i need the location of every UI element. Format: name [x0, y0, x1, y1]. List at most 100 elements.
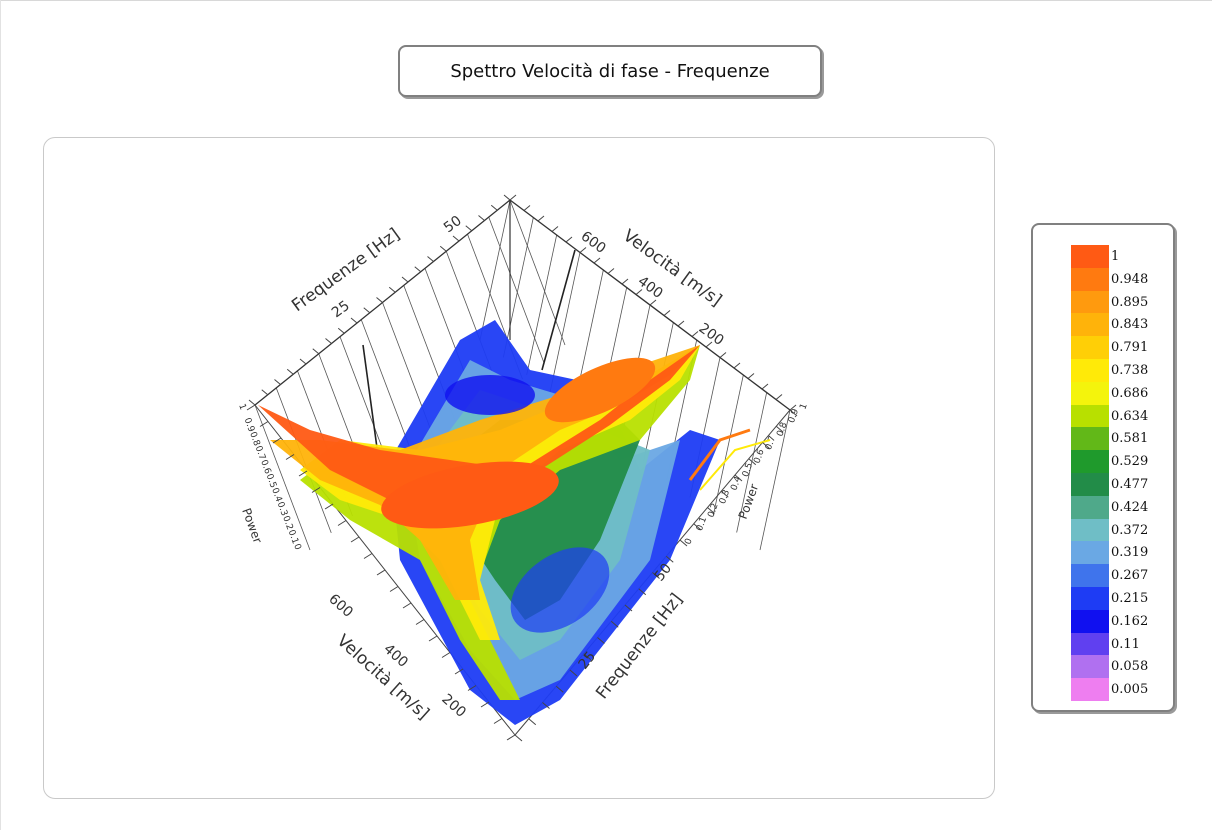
power-tick-label-left: 0.8 [247, 431, 261, 448]
vel-tick-200-top: 200 [696, 320, 727, 349]
legend-label: 0.581 [1111, 431, 1149, 447]
tick-mark [363, 553, 373, 559]
tick-mark [272, 437, 282, 444]
tick-mark [652, 572, 660, 579]
power-tick-label-right: 0.4 [729, 475, 743, 492]
tick-mark [551, 226, 559, 232]
surface-pit [445, 375, 535, 415]
legend-swatch [1071, 450, 1109, 474]
tick-mark [762, 442, 770, 449]
legend-entry: 0.634 [1033, 404, 1173, 428]
legend-label: 0.005 [1111, 682, 1149, 698]
tick-mark [363, 307, 371, 314]
power-tick-label-left: 0.1 [286, 529, 300, 546]
tick-mark [480, 701, 490, 708]
legend-swatch [1071, 404, 1109, 428]
power-tick-label-left: 0.5 [264, 473, 278, 490]
vel-tick-600-bottom: 600 [325, 591, 356, 621]
tick-mark [624, 604, 633, 612]
legend-swatch [1071, 290, 1109, 314]
legend-swatch [1071, 587, 1109, 610]
tick-mark [610, 620, 619, 628]
legend-entry: 0.005 [1033, 678, 1173, 702]
legend-swatch [1071, 609, 1109, 633]
legend-swatch [1071, 518, 1109, 542]
tick-mark [312, 348, 320, 355]
tick-mark [298, 470, 308, 477]
tick-mark [775, 394, 783, 400]
tick-mark [775, 425, 784, 433]
axis-ticks: 000.10.10.20.20.30.30.40.40.50.50.60.60.… [236, 194, 810, 742]
power-tick-label-right: 0.3 [718, 489, 732, 506]
tick-mark [748, 458, 757, 466]
surface-peak [381, 461, 559, 529]
legend-swatch [1071, 245, 1109, 268]
surface-band [300, 345, 700, 700]
power-tick-label-right: 1 [798, 402, 809, 411]
tick-mark [528, 718, 537, 726]
legend-entry: 0.319 [1033, 541, 1173, 565]
legend-entry: 0.529 [1033, 450, 1173, 474]
legend-swatch [1071, 427, 1109, 451]
tick-mark [248, 399, 256, 406]
power-tick-label-right: 0.9 [787, 407, 801, 424]
power-tick-label-right: 0.6 [752, 448, 766, 465]
tick-mark [454, 668, 464, 675]
power-tick-label-right: 0.8 [775, 421, 789, 438]
tick-mark [261, 389, 269, 396]
tick-mark [565, 236, 573, 243]
legend-entry: 0.058 [1033, 655, 1173, 679]
tick-mark [506, 734, 516, 741]
vel-tick-600-top: 600 [578, 228, 609, 257]
window-left-border [0, 0, 1, 830]
tick-mark [621, 278, 629, 285]
legend-label: 0.11 [1111, 636, 1140, 652]
power-tick-label-left: 0.2 [280, 515, 294, 532]
tick-mark [490, 204, 498, 211]
tick-mark [607, 268, 615, 274]
tick-mark [401, 276, 409, 283]
tick-mark [705, 341, 713, 348]
tick-mark [376, 569, 386, 576]
tick-mark [720, 490, 729, 498]
tick-mark [324, 503, 334, 510]
legend-entry: 0.686 [1033, 381, 1173, 405]
legend-label: 0.686 [1111, 385, 1149, 401]
tick-mark [350, 317, 358, 324]
tick-mark [593, 257, 601, 264]
tick-mark [311, 487, 321, 493]
surface-peak [544, 357, 656, 423]
tick-mark [693, 523, 702, 531]
tick-mark [707, 507, 715, 514]
tick-mark [439, 245, 447, 252]
legend-entry: 0.162 [1033, 609, 1173, 633]
tick-mark [509, 194, 517, 201]
power-tick-label-right: 0.1 [695, 516, 709, 533]
tick-mark [542, 702, 550, 709]
legend-entry: 0.581 [1033, 427, 1173, 451]
legend-label: 0.058 [1111, 659, 1149, 675]
legend-entry: 0.791 [1033, 336, 1173, 360]
legend-swatch [1071, 313, 1109, 337]
tick-mark [376, 297, 383, 303]
tick-mark [325, 338, 332, 344]
tick-mark [259, 421, 269, 427]
legend-entry: 0.843 [1033, 313, 1173, 337]
tick-mark [579, 247, 587, 253]
legend-swatch [1071, 336, 1109, 360]
tick-mark [389, 586, 399, 592]
tick-mark [441, 652, 451, 658]
tick-mark [350, 536, 360, 543]
legend-label: 0.948 [1111, 271, 1149, 287]
tick-mark [761, 383, 769, 390]
tick-mark [635, 289, 643, 295]
legend-swatch [1071, 655, 1109, 679]
tick-mark [569, 669, 578, 677]
legend-label: 0.424 [1111, 499, 1149, 515]
tick-mark [427, 256, 434, 262]
legend-entry: 0.948 [1033, 267, 1173, 291]
color-legend: 1 0.948 0.895 0.843 0.791 0.738 0.686 0.634 0.58… [1031, 223, 1175, 712]
power-tick-label-right: 0.7 [764, 435, 778, 452]
power-tick-label-right: 0.5 [741, 462, 755, 479]
